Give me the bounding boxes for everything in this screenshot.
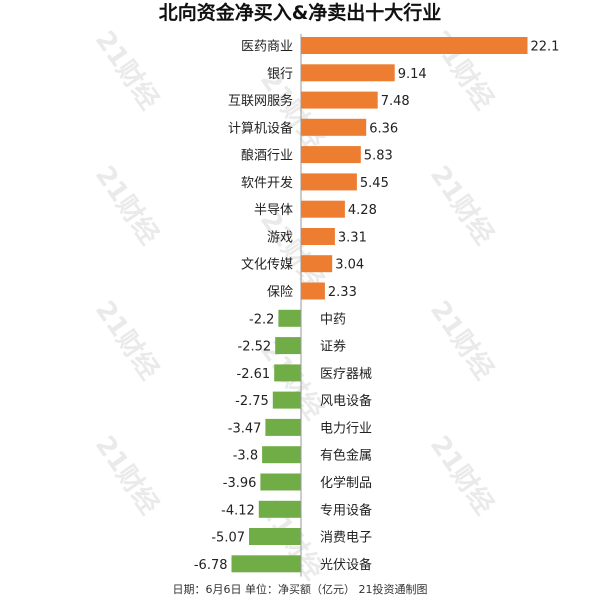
value-label: -3.96 (223, 476, 257, 491)
bar (301, 255, 333, 273)
category-label: 光伏设备 (320, 557, 372, 573)
bar (275, 337, 301, 355)
bar (301, 146, 361, 164)
category-label: 医疗器械 (320, 367, 372, 382)
watermark-text: 21财经 (89, 160, 165, 250)
category-label: 化学制品 (320, 475, 372, 491)
category-label: 计算机设备 (228, 120, 293, 136)
value-label: 7.48 (381, 94, 410, 109)
category-label: 有色金属 (320, 448, 372, 464)
category-label: 半导体 (254, 203, 293, 218)
value-label: -6.78 (194, 558, 228, 573)
value-label: 5.83 (364, 149, 393, 164)
category-label: 电力行业 (320, 421, 372, 436)
bar (301, 91, 378, 109)
category-label: 医药商业 (241, 40, 293, 55)
watermark-text: 21财经 (424, 430, 500, 520)
bar (265, 418, 301, 436)
bar (231, 555, 301, 573)
category-label: 银行 (267, 67, 293, 82)
category-label: 酿酒行业 (241, 148, 293, 164)
watermark-text: 21财经 (89, 295, 165, 385)
bar (301, 173, 357, 191)
category-label: 软件开发 (241, 175, 293, 191)
category-label: 专用设备 (320, 502, 372, 518)
bar (272, 391, 301, 409)
value-label: -4.12 (221, 503, 255, 518)
value-labels: 22.1 9.14 7.48 6.36 5.83 5.45 4.28 3.31 3.04 2.33… (194, 40, 560, 573)
category-label: 文化传媒 (241, 258, 293, 273)
watermark-text: 21财经 (424, 160, 500, 250)
chart-footer: 日期：6月6日 单位：净买额（亿元） 21投资通制图 (173, 582, 428, 596)
value-label: -3.47 (228, 421, 262, 436)
value-label: -2.75 (235, 394, 269, 409)
bar (258, 500, 301, 518)
bar (301, 200, 345, 218)
value-label: 2.33 (328, 285, 357, 300)
value-label: -2.61 (237, 367, 271, 382)
value-label: -2.2 (249, 312, 274, 327)
watermark-text: 21财经 (424, 295, 500, 385)
category-labels: 医药商业银行互联网服务计算机设备酿酒行业软件开发半导体游戏文化传媒保险中药证券医… (228, 40, 372, 573)
bar-group (231, 37, 528, 573)
category-label: 中药 (320, 312, 346, 327)
bar (249, 528, 301, 545)
value-label: 9.14 (398, 67, 427, 82)
bar (301, 228, 335, 245)
category-label: 消费电子 (320, 531, 372, 546)
bar (278, 309, 301, 327)
value-label: 3.31 (338, 231, 367, 246)
bar (301, 37, 528, 54)
category-label: 互联网服务 (228, 93, 293, 109)
category-label: 游戏 (267, 231, 293, 246)
bar (301, 64, 395, 82)
value-label: 4.28 (348, 203, 377, 218)
bar (260, 473, 301, 491)
chart-title: 北向资金净买入&净卖出十大行业 (159, 1, 442, 24)
category-label: 风电设备 (320, 393, 372, 409)
bar (301, 282, 325, 300)
value-label: 6.36 (369, 121, 398, 136)
value-label: -5.07 (211, 531, 245, 546)
bar (274, 364, 301, 382)
watermark-text: 21财经 (89, 430, 165, 520)
category-label: 保险 (267, 285, 293, 300)
value-label: 22.1 (531, 40, 560, 55)
category-label: 证券 (320, 339, 346, 355)
bar (301, 118, 367, 136)
bar (262, 446, 301, 464)
value-label: -2.52 (238, 340, 272, 355)
value-label: 3.04 (335, 258, 364, 273)
watermark-text: 21财经 (254, 205, 330, 295)
value-label: 5.45 (360, 176, 389, 191)
watermark-text: 21财经 (89, 25, 165, 115)
value-label: -3.8 (233, 449, 258, 464)
